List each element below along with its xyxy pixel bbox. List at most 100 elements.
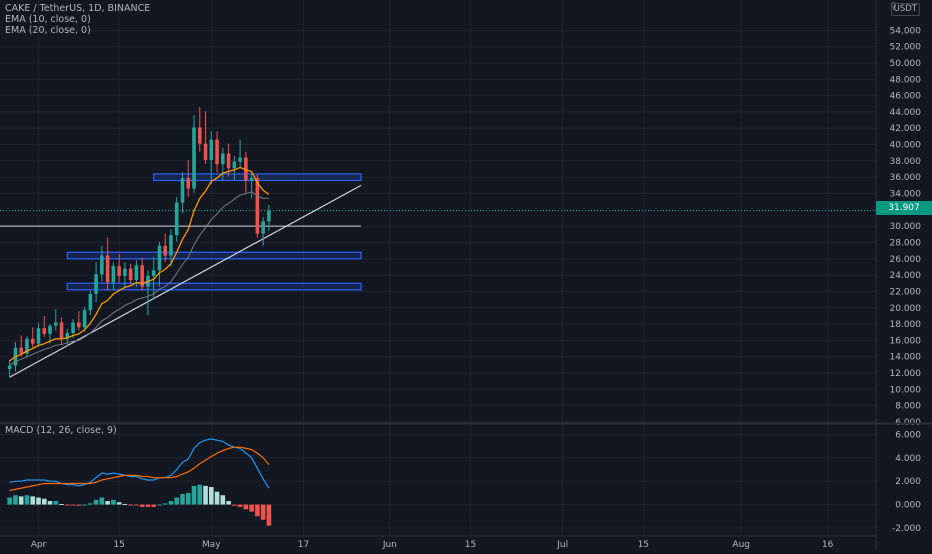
macd-histogram-bar[interactable]	[111, 499, 116, 505]
macd-histogram-bar[interactable]	[243, 504, 249, 510]
candle[interactable]	[48, 324, 52, 344]
macd-histogram-bar[interactable]	[76, 504, 82, 506]
macd-histogram-bar[interactable]	[59, 503, 64, 505]
macd-histogram-bar[interactable]	[168, 501, 174, 505]
candle[interactable]	[100, 245, 104, 283]
candle[interactable]	[30, 327, 35, 348]
macd-histogram-bar[interactable]	[260, 504, 266, 520]
candle[interactable]	[169, 229, 173, 267]
macd-histogram-bar[interactable]	[197, 484, 203, 505]
macd-label[interactable]: MACD (12, 26, close, 9)	[5, 425, 117, 436]
macd-histogram-bar[interactable]	[128, 504, 133, 506]
macd-layer[interactable]	[7, 438, 272, 526]
macd-histogram-bar[interactable]	[36, 497, 41, 505]
candle[interactable]	[244, 151, 248, 193]
macd-histogram-bar[interactable]	[185, 492, 191, 505]
candle[interactable]	[267, 204, 271, 232]
macd-histogram-bar[interactable]	[88, 503, 93, 505]
macd-histogram-bar[interactable]	[249, 504, 254, 512]
candle[interactable]	[94, 262, 98, 303]
macd-histogram-bar[interactable]	[53, 501, 59, 505]
candle[interactable]	[53, 309, 58, 331]
candle[interactable]	[157, 241, 162, 287]
macd-histogram-bar[interactable]	[24, 495, 30, 505]
candle[interactable]	[82, 306, 87, 332]
date-tick-label: 16	[822, 540, 834, 550]
macd-histogram-bar[interactable]	[157, 504, 162, 506]
candle[interactable]	[36, 322, 41, 347]
trendline[interactable]	[9, 184, 362, 378]
macd-histogram-bar[interactable]	[18, 496, 24, 505]
macd-histogram-bar[interactable]	[174, 497, 180, 505]
candle[interactable]	[117, 253, 121, 283]
candle[interactable]	[42, 315, 47, 338]
macd-histogram-bar[interactable]	[64, 504, 70, 506]
candle[interactable]	[255, 173, 260, 238]
macd-histogram-bar[interactable]	[180, 494, 185, 505]
candle[interactable]	[209, 131, 214, 185]
candle[interactable]	[88, 290, 93, 316]
ema-10-label[interactable]: EMA (10, close, 0)	[5, 14, 91, 25]
macd-histogram-bar[interactable]	[226, 501, 231, 505]
macd-histogram-bar[interactable]	[93, 499, 99, 505]
candle[interactable]	[163, 233, 168, 263]
macd-histogram-bar[interactable]	[203, 485, 208, 505]
macd-histogram-bar[interactable]	[220, 495, 226, 505]
candle[interactable]	[221, 147, 225, 181]
ema-20-label[interactable]: EMA (20, close, 0)	[5, 25, 91, 36]
macd-histogram-bar[interactable]	[145, 504, 151, 507]
support-resistance-zone[interactable]	[66, 251, 362, 260]
macd-histogram-bar[interactable]	[116, 502, 122, 505]
lock-icon[interactable]: ⚲	[890, 2, 897, 12]
macd-histogram-bar[interactable]	[99, 497, 105, 505]
macd-histogram-bar[interactable]	[139, 504, 145, 507]
support-resistance-zone[interactable]	[66, 282, 362, 291]
macd-histogram-bar[interactable]	[134, 504, 139, 506]
macd-histogram-bar[interactable]	[82, 504, 87, 506]
candle[interactable]	[105, 237, 110, 291]
candle[interactable]	[180, 172, 185, 214]
candle[interactable]	[111, 262, 116, 291]
candle[interactable]	[215, 131, 219, 173]
macd-histogram-bar[interactable]	[208, 487, 214, 505]
candle[interactable]	[128, 263, 133, 285]
macd-histogram-bar[interactable]	[237, 504, 243, 507]
candle[interactable]	[151, 257, 156, 299]
macd-histogram-bar[interactable]	[105, 501, 110, 505]
macd-histogram-bar[interactable]	[7, 497, 13, 505]
symbol-title[interactable]: CAKE / TetherUS, 1D, BINANCE	[5, 3, 151, 14]
macd-histogram-bar[interactable]	[70, 504, 76, 506]
candle[interactable]	[123, 262, 127, 289]
candle[interactable]	[203, 111, 208, 165]
candle[interactable]	[25, 336, 29, 358]
candle[interactable]	[186, 160, 191, 197]
macd-histogram-bar[interactable]	[266, 504, 272, 526]
candle[interactable]	[238, 139, 242, 169]
candle[interactable]	[7, 359, 12, 378]
candle[interactable]	[19, 335, 24, 357]
candle-layer[interactable]	[7, 107, 271, 378]
macd-histogram-bar[interactable]	[162, 503, 168, 505]
candle[interactable]	[77, 311, 81, 331]
macd-histogram-bar[interactable]	[47, 501, 53, 505]
currency-label[interactable]: USDT	[890, 3, 920, 16]
candle[interactable]	[140, 257, 144, 291]
macd-histogram-bar[interactable]	[122, 503, 128, 505]
macd-histogram-bar[interactable]	[151, 504, 157, 507]
candle[interactable]	[59, 317, 64, 344]
candle[interactable]	[71, 319, 75, 338]
macd-histogram-bar[interactable]	[30, 496, 36, 505]
macd-histogram-bar[interactable]	[214, 491, 220, 505]
candle[interactable]	[197, 107, 202, 152]
candle[interactable]	[249, 172, 254, 199]
macd-histogram-bar[interactable]	[232, 504, 237, 506]
candle[interactable]	[174, 196, 179, 242]
macd-histogram-bar[interactable]	[191, 485, 197, 505]
macd-histogram-bar[interactable]	[255, 504, 260, 517]
macd-histogram-bar[interactable]	[13, 495, 18, 505]
candle[interactable]	[192, 115, 196, 193]
candle[interactable]	[146, 270, 150, 316]
candle[interactable]	[232, 155, 237, 181]
candle[interactable]	[261, 217, 265, 246]
macd-histogram-bar[interactable]	[41, 498, 47, 505]
